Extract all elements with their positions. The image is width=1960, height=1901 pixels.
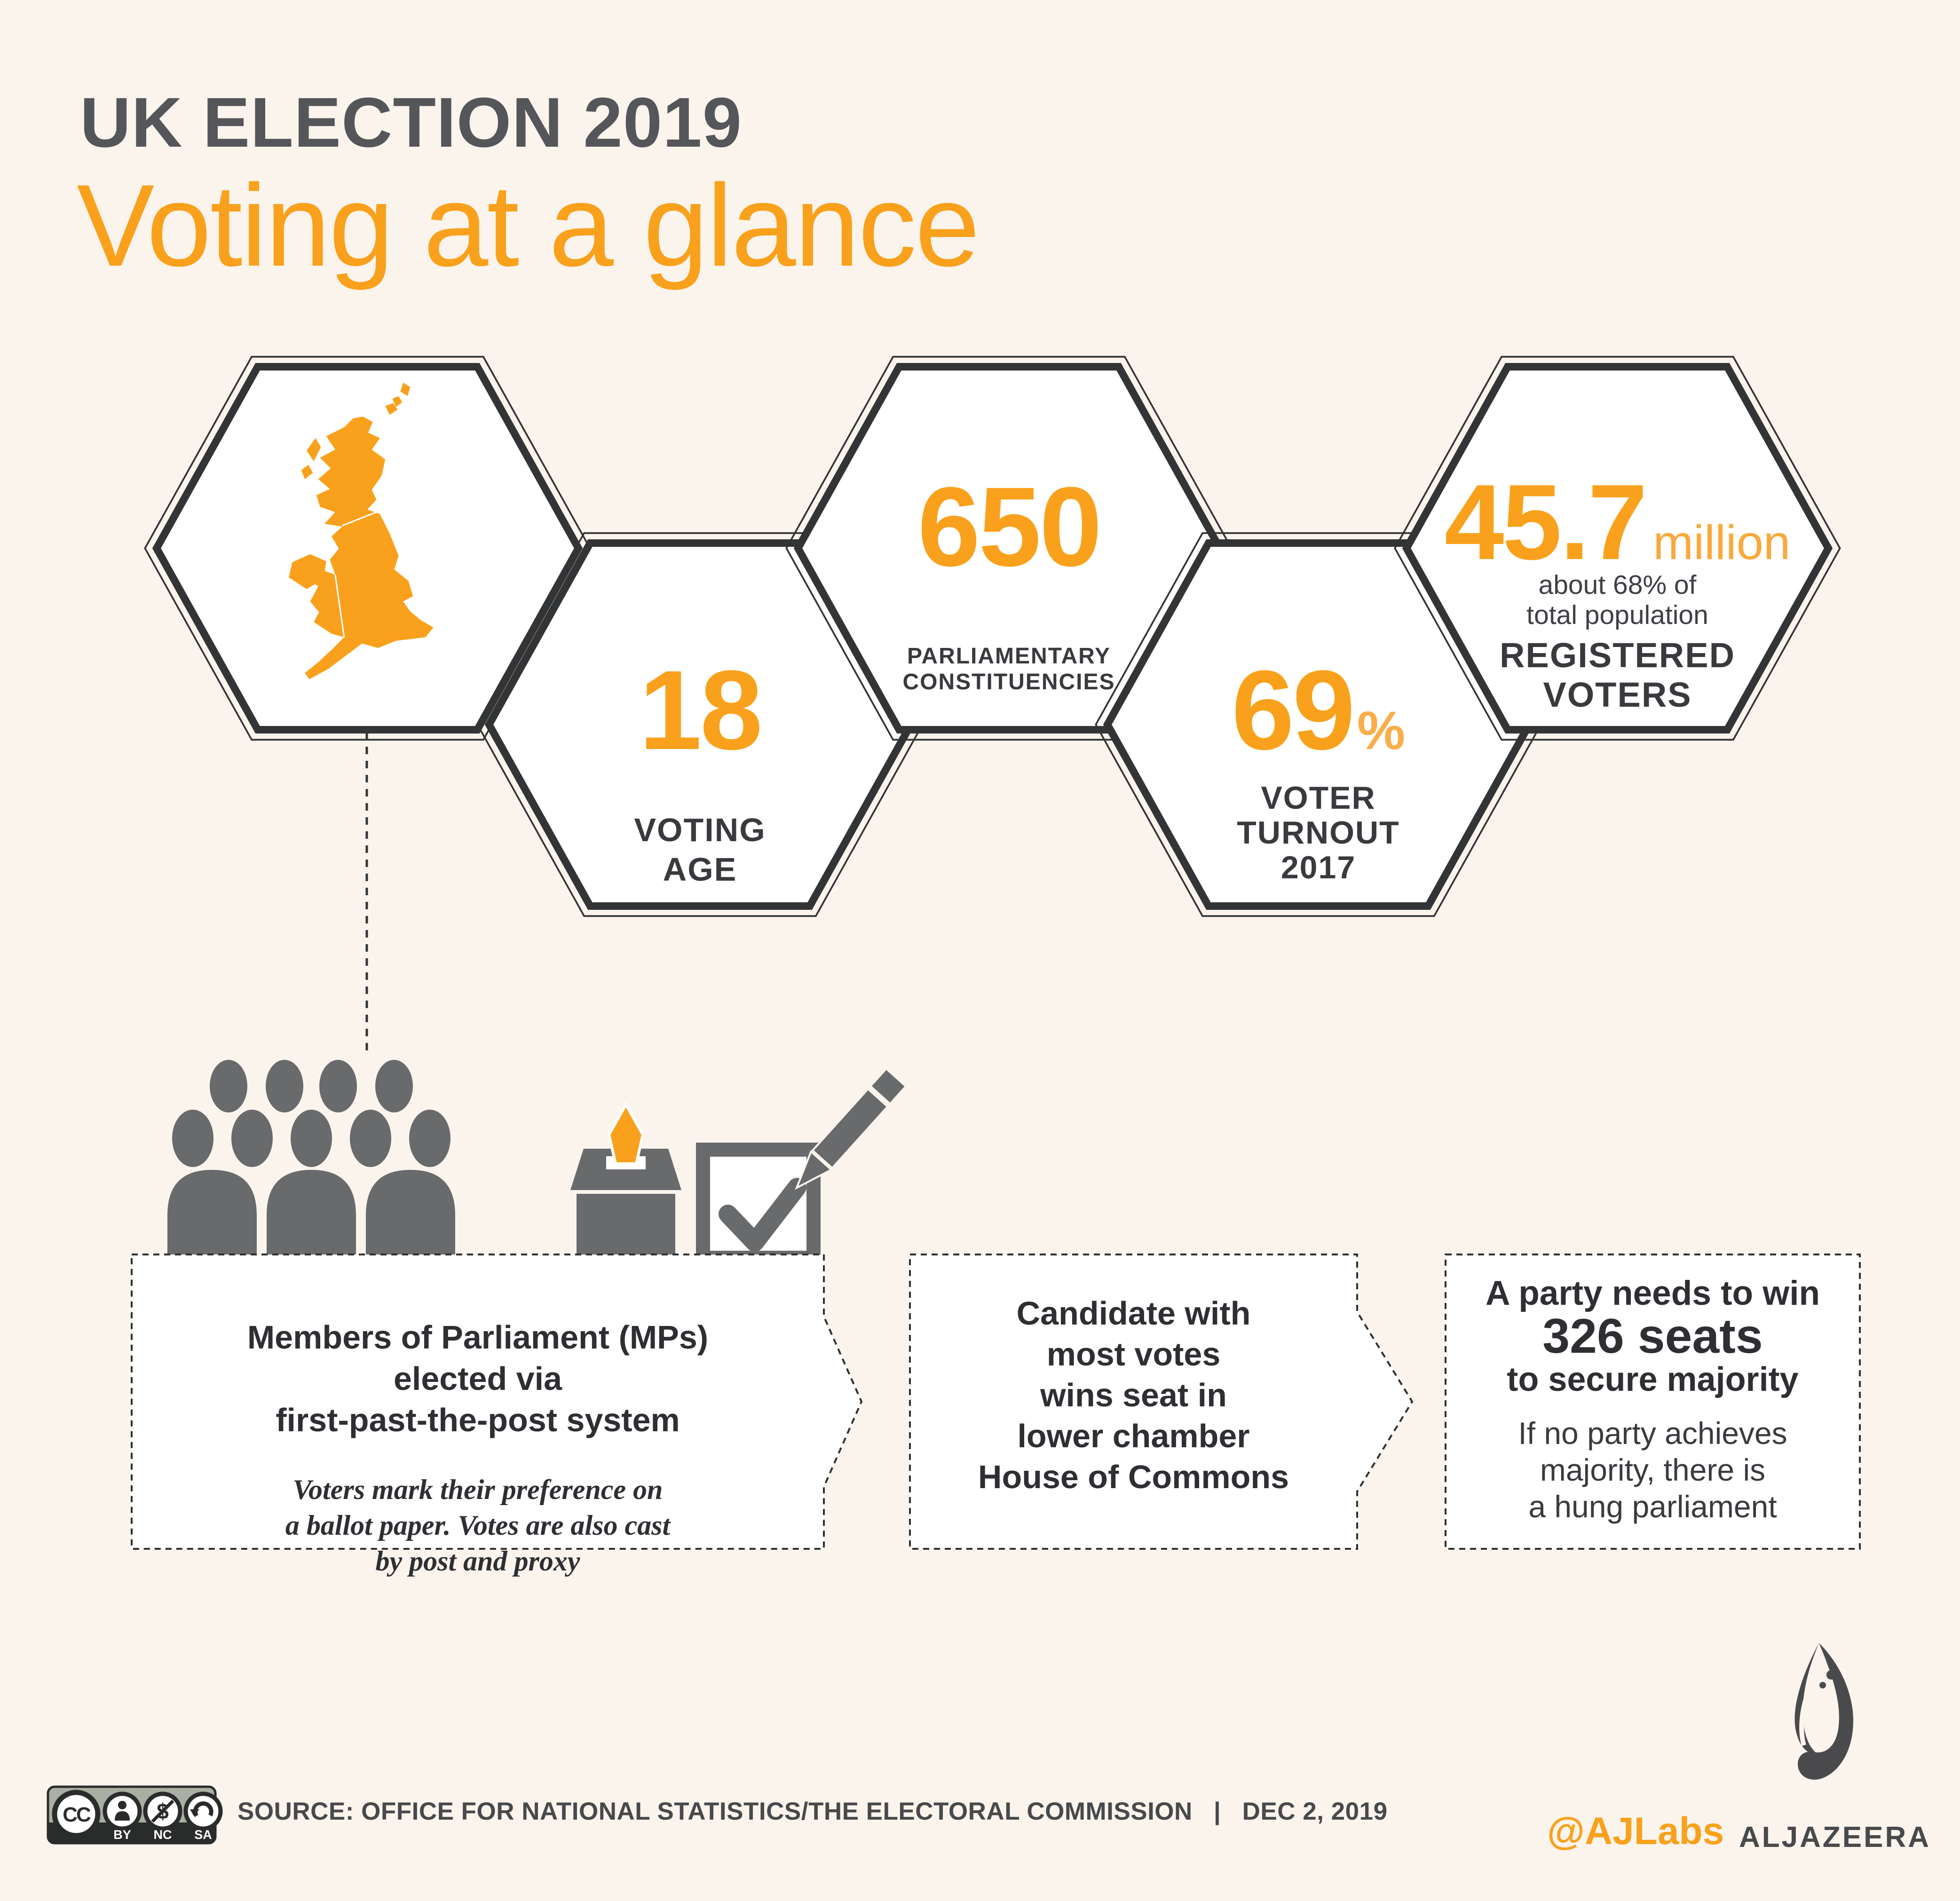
commons-callout: Candidate with most votes wins seat in l… — [978, 1295, 1289, 1495]
voting-age-label: VOTING AGE — [634, 812, 766, 888]
majority-heading: A party needs to win — [1485, 1274, 1820, 1312]
registered-million-suffix: million — [1653, 515, 1791, 569]
constituencies-value: 650 — [917, 464, 1102, 590]
mps-callout-body: Voters mark their preference on a ballot… — [285, 1474, 671, 1577]
checkbox-pencil-icon — [696, 1067, 908, 1265]
cc-nc-label: NC — [154, 1828, 172, 1842]
uk-map-icon — [289, 382, 434, 679]
svg-text:CC: CC — [63, 1803, 91, 1826]
kicker-title: UK ELECTION 2019 — [80, 83, 743, 162]
registered-label: REGISTERED VOTERS — [1499, 636, 1736, 714]
constituencies-label: PARLIAMENTARY CONSTITUENCIES — [902, 644, 1115, 694]
voters-crowd-icon — [165, 1060, 458, 1268]
callout-box-commons — [909, 1254, 1414, 1550]
registered-note: about 68% of total population — [1526, 570, 1708, 630]
majority-seats: 326 seats — [1542, 1309, 1763, 1364]
hexagon-registered-voters — [1394, 355, 1841, 741]
mps-callout-heading: Members of Parliament (MPs) elected via … — [247, 1319, 709, 1438]
aljazeera-wordmark: ALJAZEERA — [1739, 1821, 1931, 1854]
honeycomb — [144, 355, 1841, 917]
cc-license-badge: CC $ BY NC SA — [47, 1785, 223, 1845]
ajlabs-handle: @AJLabs — [1547, 1810, 1724, 1853]
aljazeera-flame-logo — [1794, 1643, 1853, 1780]
voting-age-value: 18 — [639, 647, 763, 773]
turnout-label: VOTER TURNOUT 2017 — [1237, 780, 1400, 885]
page-title: Voting at a glance — [77, 160, 980, 291]
ballot-box-icon — [570, 1101, 681, 1266]
pencil-icon — [795, 1067, 908, 1190]
cc-sa-label: SA — [194, 1828, 212, 1842]
callout-box-mps — [131, 1254, 863, 1550]
majority-callout: A party needs to win 326 seats to secure… — [1446, 1275, 1860, 1525]
callout-box-majority — [1445, 1254, 1861, 1550]
registered-value: 45.7 million — [1444, 463, 1791, 582]
turnout-percent-suffix: % — [1357, 701, 1406, 761]
turnout-value: 69% — [1231, 647, 1406, 773]
ballot-paper-icon — [607, 1101, 645, 1165]
majority-subheading: to secure majority — [1507, 1361, 1799, 1399]
majority-body: If no party achieves majority, there is … — [1518, 1415, 1787, 1524]
source-divider: | — [1214, 1798, 1221, 1825]
source-credit: SOURCE: OFFICE FOR NATIONAL STATISTICS/T… — [237, 1798, 1388, 1825]
cc-by-label: BY — [113, 1828, 131, 1842]
